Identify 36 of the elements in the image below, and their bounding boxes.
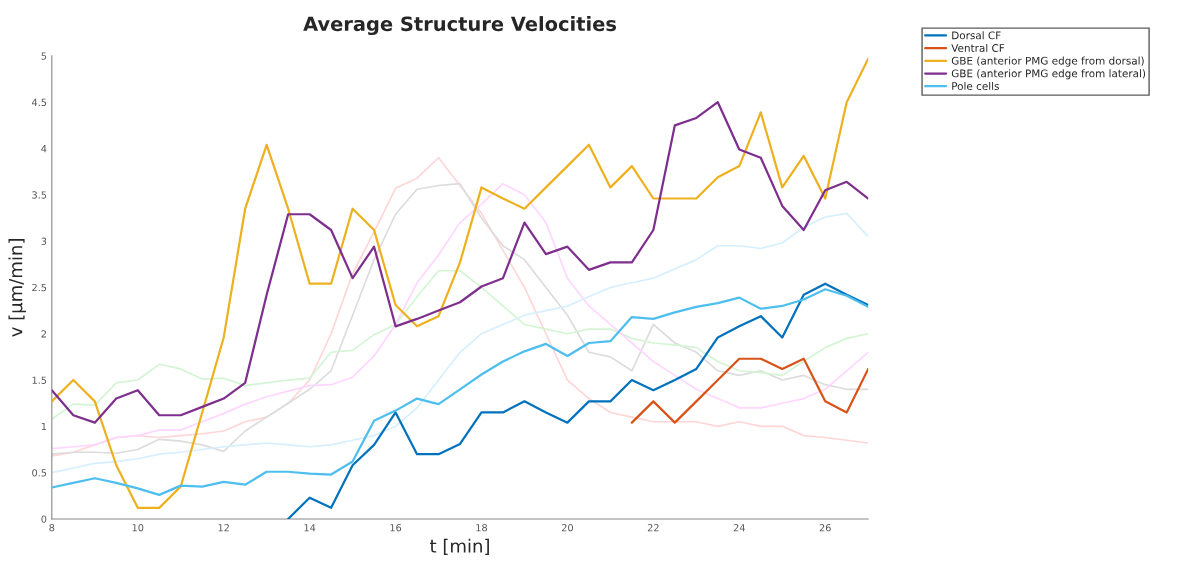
y-tick-label: 3.5	[32, 191, 47, 199]
x-tick-label: 14	[304, 524, 316, 532]
x-tick-label: 12	[218, 524, 229, 532]
x-tick-label: 22	[647, 524, 659, 532]
x-tick-label: 16	[390, 524, 402, 532]
line-series	[51, 57, 869, 509]
y-tick-label: 0.5	[32, 469, 47, 477]
y-tick-label: 1.5	[32, 376, 47, 384]
x-tick-label: 20	[561, 524, 573, 532]
x-tick-label: 26	[819, 524, 831, 532]
legend-label: GBE (anterior PMG edge from lateral)	[951, 69, 1146, 80]
legend-label: GBE (anterior PMG edge from dorsal)	[951, 56, 1144, 67]
y-tick-label: 0	[41, 515, 47, 523]
x-tick-label: 8	[49, 524, 55, 532]
x-axis-title: t [min]	[430, 538, 489, 555]
chart-title: Average Structure Velocities	[303, 16, 617, 36]
x-tick-label: 24	[733, 524, 745, 532]
y-tick-label: 4.5	[31, 98, 47, 107]
line-series	[630, 357, 869, 424]
line-series	[287, 282, 869, 519]
line-series	[51, 212, 869, 474]
x-tick-label: 18	[476, 524, 488, 532]
y-tick-label: 1	[41, 422, 47, 431]
y-tick-label: 5	[41, 52, 47, 60]
line-series	[51, 288, 869, 496]
y-tick-label: 2	[41, 330, 46, 338]
y-tick-label: 4	[41, 145, 47, 153]
legend-label: Pole cells	[952, 81, 999, 91]
x-tick-label: 10	[132, 524, 144, 532]
y-axis-title: v [µm/min]	[8, 239, 26, 337]
line-series	[51, 269, 869, 420]
y-tick-label: 2.5	[32, 283, 47, 292]
legend-label: Dorsal CF	[952, 31, 1001, 40]
legend-label: Ventral CF	[951, 43, 1005, 52]
line-series	[51, 101, 869, 424]
y-tick-label: 3	[41, 237, 47, 245]
